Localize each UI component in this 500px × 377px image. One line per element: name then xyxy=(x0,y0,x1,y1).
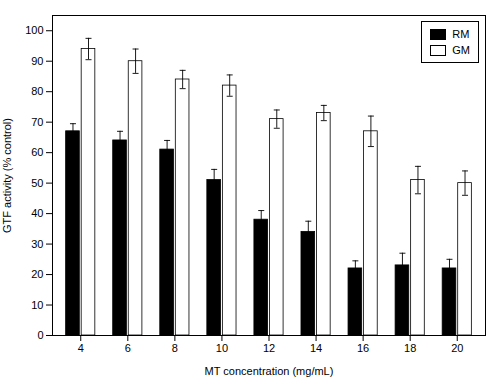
svg-text:20: 20 xyxy=(31,268,43,280)
svg-text:MT concentration (mg/mL): MT concentration (mg/mL) xyxy=(205,365,334,377)
svg-text:10: 10 xyxy=(31,299,43,311)
svg-text:0: 0 xyxy=(37,329,43,341)
svg-text:10: 10 xyxy=(216,342,228,354)
svg-text:GTF activity (% control): GTF activity (% control) xyxy=(1,118,13,233)
svg-text:90: 90 xyxy=(31,55,43,67)
svg-text:12: 12 xyxy=(263,342,275,354)
svg-text:18: 18 xyxy=(404,342,416,354)
svg-text:40: 40 xyxy=(31,207,43,219)
svg-text:80: 80 xyxy=(31,85,43,97)
html-text:GM: GM xyxy=(452,44,470,56)
svg-text:100: 100 xyxy=(25,24,43,36)
svg-text:6: 6 xyxy=(125,342,131,354)
svg-text:4: 4 xyxy=(78,342,84,354)
svg-text:20: 20 xyxy=(451,342,463,354)
svg-text:50: 50 xyxy=(31,177,43,189)
svg-text:8: 8 xyxy=(172,342,178,354)
svg-text:60: 60 xyxy=(31,146,43,158)
html-text:RM: RM xyxy=(452,28,470,40)
svg-text:70: 70 xyxy=(31,116,43,128)
svg-text:30: 30 xyxy=(31,238,43,250)
svg-text:16: 16 xyxy=(357,342,369,354)
svg-text:14: 14 xyxy=(310,342,322,354)
